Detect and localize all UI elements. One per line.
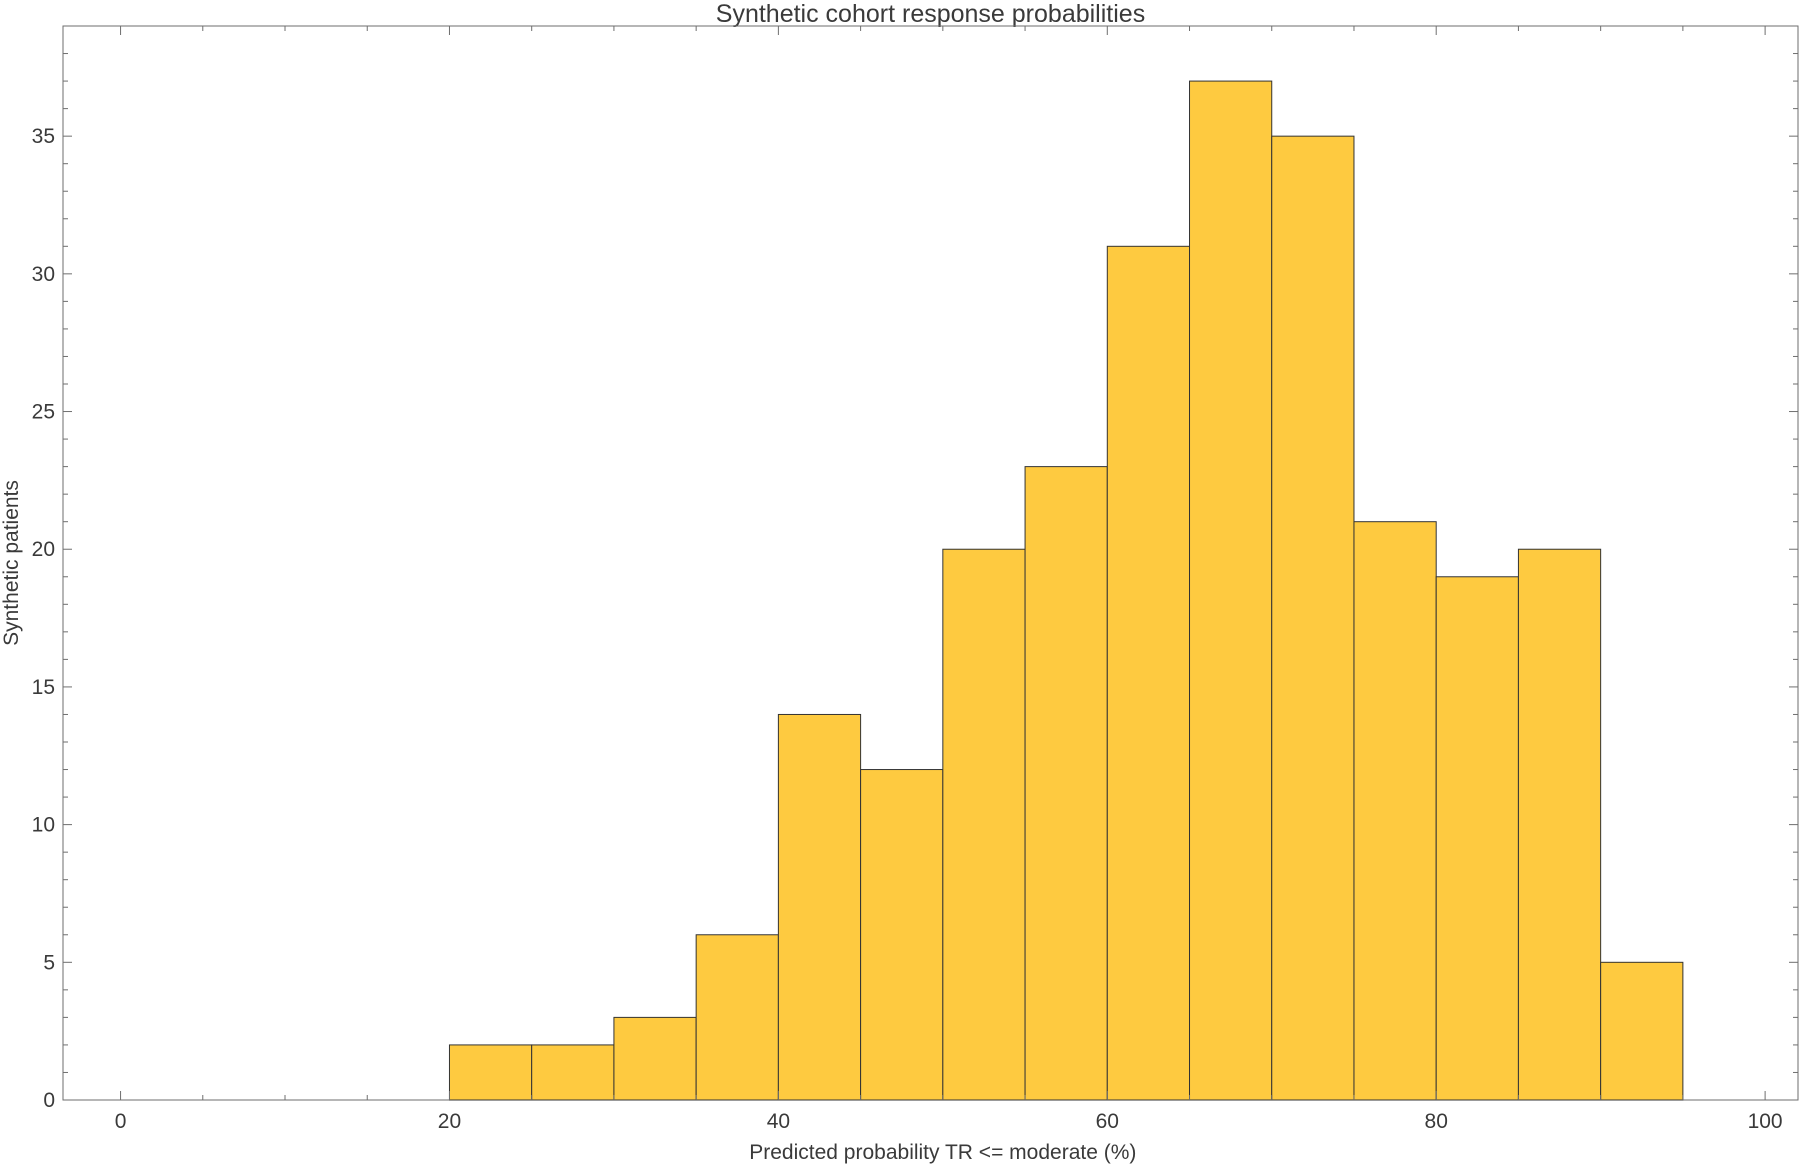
histogram-bar-60-65 xyxy=(1106,245,1191,1101)
bars-layer xyxy=(448,80,1684,1101)
histogram-bar-65-70 xyxy=(1189,80,1273,1101)
histogram-bar-45-50 xyxy=(860,769,944,1101)
histogram-bar-20-25 xyxy=(448,1044,533,1101)
x-axis-label: Predicted probability TR <= moderate (%) xyxy=(749,1141,1136,1164)
y-tick-label: 15 xyxy=(32,676,55,699)
y-tick-label: 30 xyxy=(32,263,55,286)
x-tick-label: 0 xyxy=(115,1110,127,1133)
x-tick-label: 40 xyxy=(767,1110,790,1133)
y-tick-label: 0 xyxy=(43,1089,55,1112)
histogram-bar-30-35 xyxy=(613,1016,697,1101)
histogram-bar-75-80 xyxy=(1353,521,1437,1101)
histogram-bar-85-90 xyxy=(1517,548,1602,1101)
x-tick-label: 20 xyxy=(438,1110,461,1133)
histogram-bar-80-85 xyxy=(1435,576,1519,1101)
tick-labels-layer: 0 20 40 60 80 100 0 5 10 15 20 25 30 35 xyxy=(32,125,1783,1133)
histogram-bar-40-45 xyxy=(777,713,862,1101)
y-tick-label: 10 xyxy=(32,814,55,837)
ticks-layer xyxy=(63,26,1798,1101)
x-tick-label: 60 xyxy=(1096,1110,1119,1133)
histogram-bar-35-40 xyxy=(695,934,779,1101)
histogram-bar-25-30 xyxy=(531,1044,615,1101)
x-tick-label: 80 xyxy=(1425,1110,1448,1133)
x-tick-label: 100 xyxy=(1748,1110,1783,1133)
chart-title: Synthetic cohort response probabilities xyxy=(716,0,1145,28)
y-tick-label: 25 xyxy=(32,401,55,424)
histogram-bar-70-75 xyxy=(1271,135,1355,1101)
histogram-bar-90-95 xyxy=(1600,961,1684,1101)
histogram-bar-50-55 xyxy=(942,548,1026,1101)
y-axis-label: Synthetic patients xyxy=(0,480,23,646)
y-tick-label: 5 xyxy=(43,951,55,974)
histogram-bar-55-60 xyxy=(1024,466,1108,1101)
y-tick-label: 20 xyxy=(32,538,55,561)
y-tick-label: 35 xyxy=(32,125,55,148)
